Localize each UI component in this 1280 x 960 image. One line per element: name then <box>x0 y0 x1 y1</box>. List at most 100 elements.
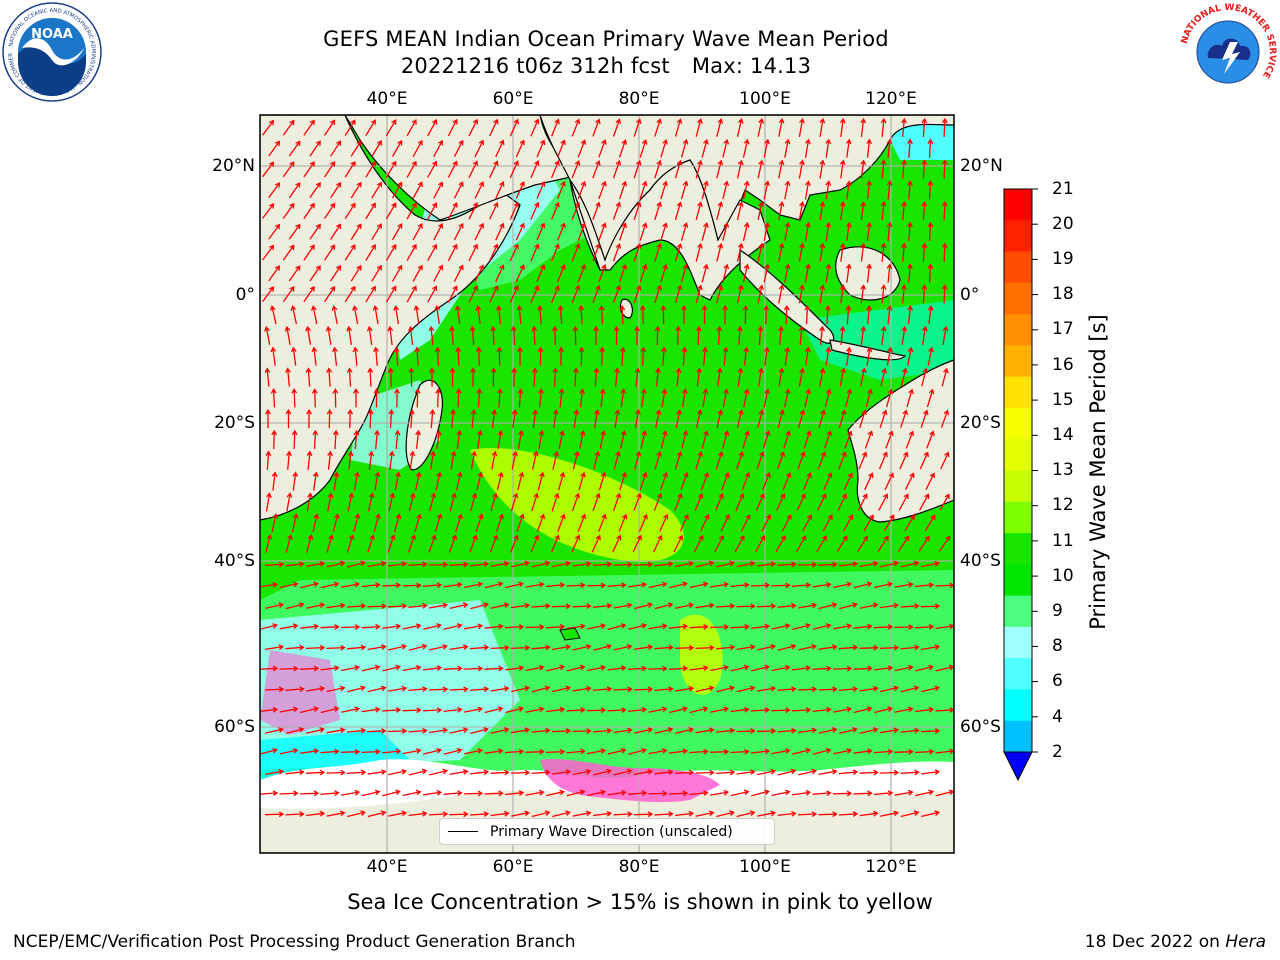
wave-arrow <box>838 409 847 428</box>
wave-arrow <box>716 560 735 568</box>
wave-arrow <box>941 117 948 138</box>
wave-arrow <box>778 242 785 262</box>
wave-arrow <box>802 472 812 491</box>
wave-arrow <box>536 264 546 283</box>
wave-arrow <box>751 748 771 755</box>
wave-arrow <box>447 202 458 220</box>
wave-arrow <box>566 707 586 713</box>
wave-arrow <box>409 450 416 470</box>
wave-arrow <box>285 561 305 568</box>
wave-arrow <box>783 304 790 325</box>
wave-arrow <box>927 263 934 283</box>
wave-arrow <box>716 409 724 429</box>
wave-arrow <box>866 138 872 158</box>
wave-arrow <box>702 346 708 366</box>
wave-arrow <box>883 514 895 532</box>
wave-arrow <box>428 686 449 693</box>
wave-arrow <box>323 119 336 136</box>
wave-arrow <box>496 346 503 366</box>
wave-arrow <box>700 513 710 532</box>
wave-arrow <box>784 346 791 366</box>
colorbar-tick-4: 4 <box>1052 707 1063 727</box>
wave-arrow <box>470 408 477 429</box>
wave-arrow <box>798 768 818 776</box>
wave-arrow <box>716 810 735 818</box>
wave-arrow <box>613 602 633 609</box>
wave-arrow <box>736 409 744 429</box>
wave-arrow <box>587 623 607 630</box>
wave-arrow <box>859 409 867 428</box>
legend-line-swatch <box>448 831 478 832</box>
wave-arrow <box>633 450 642 470</box>
wave-arrow <box>303 161 315 178</box>
wave-arrow <box>757 325 764 346</box>
wave-arrow <box>306 602 326 609</box>
wave-arrow <box>428 602 449 609</box>
wave-arrow <box>279 581 299 589</box>
wave-arrow <box>921 200 928 221</box>
wave-arrow <box>517 388 524 408</box>
wave-arrow <box>382 623 402 630</box>
wave-arrow <box>326 602 346 609</box>
land-africa <box>260 115 521 521</box>
wave-arrow <box>648 790 668 797</box>
wave-arrow <box>756 603 777 610</box>
wave-arrow <box>449 561 469 568</box>
map-legend: Primary Wave Direction (unscaled) <box>439 818 775 845</box>
wave-arrow <box>927 138 934 158</box>
wave-arrow <box>750 707 771 713</box>
wave-arrow <box>654 159 662 179</box>
wave-arrow <box>942 325 949 346</box>
wave-arrow <box>710 706 730 713</box>
wave-arrow <box>839 602 858 610</box>
wave-arrow <box>599 346 606 366</box>
wave-arrow <box>368 450 375 470</box>
wave-arrow <box>778 159 785 179</box>
wave-arrow <box>607 707 627 714</box>
wave-arrow <box>282 286 295 303</box>
wave-arrow <box>639 222 648 241</box>
wave-arrow <box>674 769 695 776</box>
wave-arrow <box>839 727 858 735</box>
wave-arrow <box>515 139 525 158</box>
wave-arrow <box>921 367 929 387</box>
wave-arrow <box>675 602 695 609</box>
wave-arrow <box>429 367 435 387</box>
wave-arrow <box>716 201 724 221</box>
wave-arrow <box>771 623 791 630</box>
wave-arrow <box>901 159 907 179</box>
wave-arrow <box>388 643 408 651</box>
wave-arrow <box>618 222 628 241</box>
wave-arrow <box>265 727 285 734</box>
wave-arrow <box>433 139 444 158</box>
wave-arrow <box>927 305 934 325</box>
wave-arrow <box>265 450 272 470</box>
wave-arrow <box>762 472 771 491</box>
wave-arrow <box>669 748 689 755</box>
wave-arrow <box>901 117 907 138</box>
wave-arrow <box>940 409 950 428</box>
wave-arrow <box>833 706 853 713</box>
wave-arrow <box>843 514 854 532</box>
lat-label-left-20n: 20°N <box>212 156 255 176</box>
wave-arrow <box>282 202 295 219</box>
wave-arrow <box>812 581 832 588</box>
wave-arrow <box>777 768 797 776</box>
wave-arrow <box>613 768 633 776</box>
wave-arrow <box>715 644 736 651</box>
wave-arrow <box>845 304 852 325</box>
wave-arrow <box>566 623 586 630</box>
wave-arrow <box>757 768 777 776</box>
wave-arrow <box>819 367 826 387</box>
wave-arrow <box>491 409 497 429</box>
wave-arrow <box>628 747 647 755</box>
wave-arrow <box>429 768 449 776</box>
colorbar-segment-15 <box>1004 658 1032 690</box>
wave-arrow <box>825 263 832 283</box>
wave-arrow <box>669 581 688 589</box>
wave-arrow <box>613 727 633 734</box>
wave-arrow <box>470 367 476 387</box>
wave-arrow <box>434 346 441 366</box>
noaa-logo-text: NOAA <box>31 27 73 42</box>
wave-arrow <box>715 603 736 609</box>
